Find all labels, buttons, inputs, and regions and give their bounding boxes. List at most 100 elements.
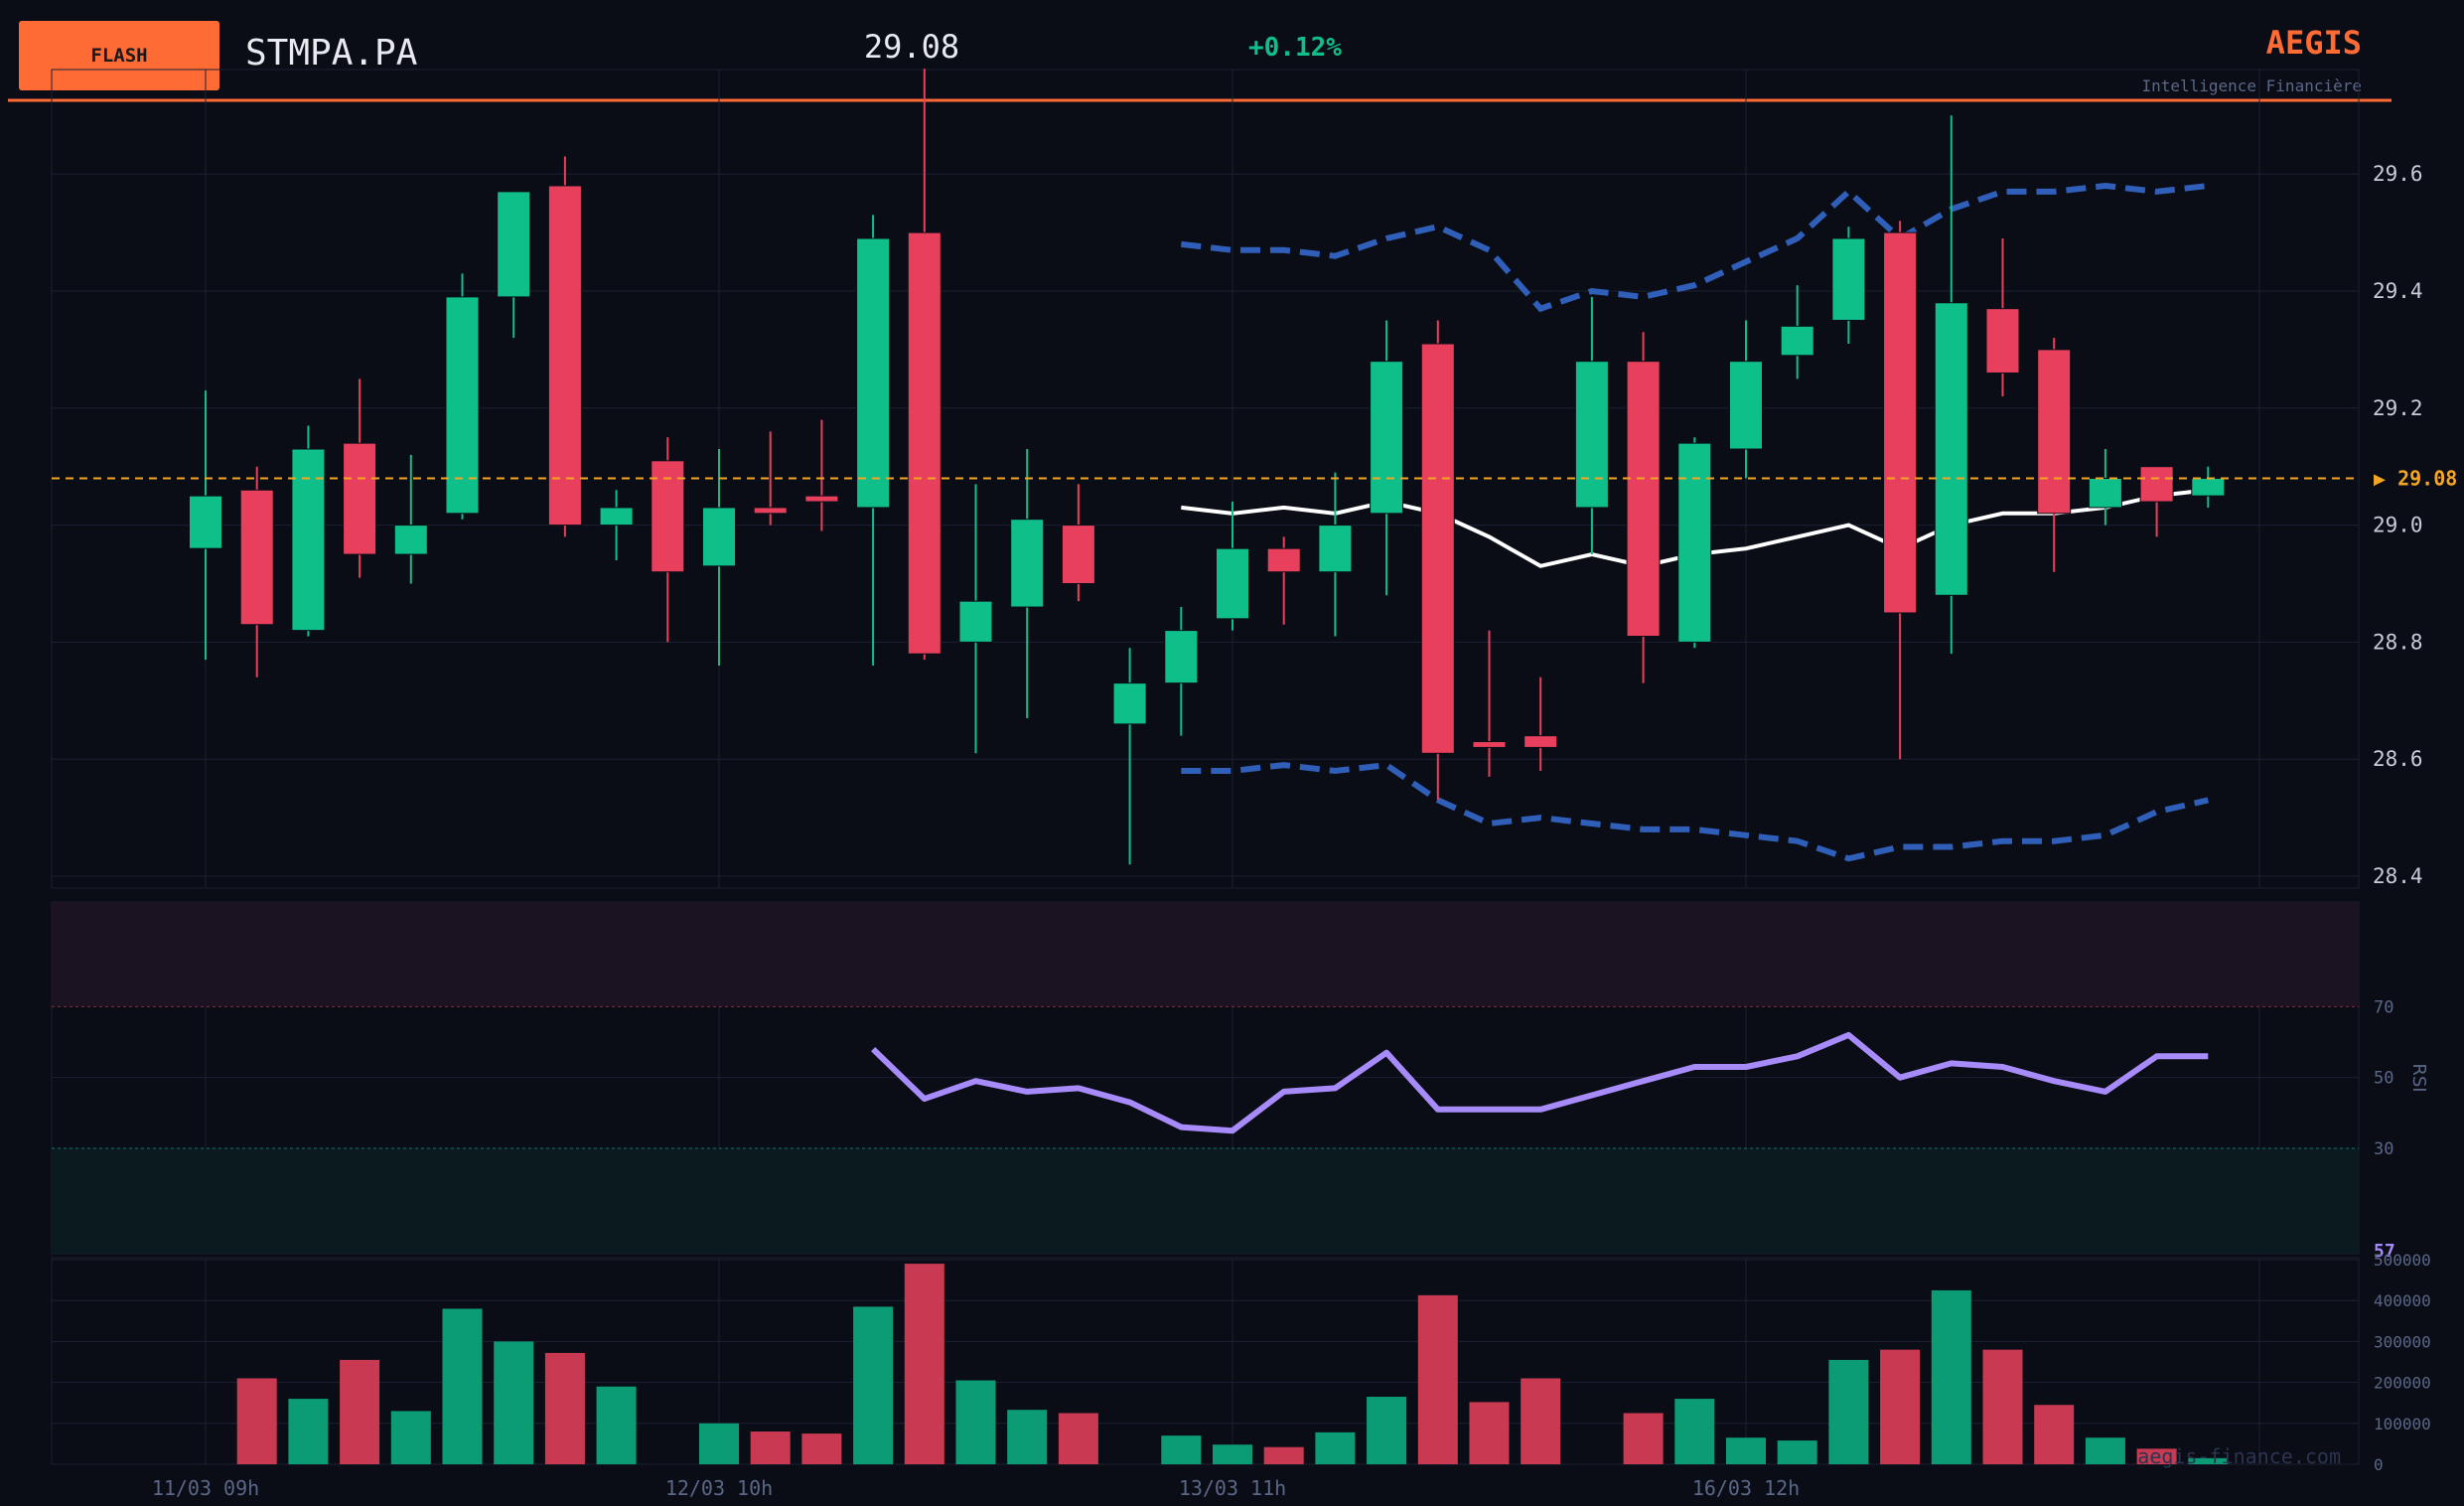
candle-body	[1523, 735, 1558, 748]
volume-bar	[442, 1308, 483, 1464]
volume-bar	[390, 1411, 431, 1464]
candle-body	[1061, 525, 1095, 584]
volume-axis-tick: 500000	[2374, 1251, 2431, 1270]
time-axis-tick: 11/03 09h	[152, 1476, 259, 1500]
candle-body	[1420, 343, 1455, 754]
candle-body	[2088, 477, 2122, 509]
volume-axis-tick: 300000	[2374, 1332, 2431, 1351]
price-axis-tick: 28.6	[2373, 747, 2423, 771]
volume-bar	[1161, 1435, 1202, 1464]
rsi-last-value: 57	[2374, 1241, 2395, 1262]
volume-bar	[1982, 1349, 2023, 1464]
candle-body	[189, 495, 222, 549]
volume-bar	[288, 1399, 329, 1464]
volume-bar	[1623, 1413, 1664, 1464]
chart-header: FLASH STMPA.PA 29.08 +0.12% AEGIS Intell…	[8, 21, 2392, 102]
price-axis-tick: 29.6	[2373, 162, 2423, 186]
volume-bar	[750, 1431, 791, 1464]
brand-tagline: Intelligence Financière	[2141, 76, 2362, 95]
candle-body	[1729, 361, 1763, 450]
volume-bar	[596, 1386, 637, 1464]
volume-bar	[544, 1352, 585, 1464]
candle-body	[958, 600, 993, 643]
volume-axis-tick: 200000	[2374, 1374, 2431, 1393]
volume-bar	[1367, 1397, 1407, 1464]
candle-body	[1010, 519, 1045, 608]
candle-body	[907, 231, 942, 655]
time-axis-tick: 12/03 10h	[665, 1476, 773, 1500]
candle-body	[497, 191, 531, 298]
volume-bar	[2085, 1437, 2125, 1464]
price-axis-tick: 29.0	[2373, 514, 2423, 537]
candle-body	[291, 448, 326, 632]
volume-bar	[699, 1423, 739, 1464]
volume-bar	[1521, 1378, 1561, 1464]
rsi-axis-label: RSI	[2408, 1063, 2429, 1092]
volume-bar	[1213, 1444, 1252, 1464]
ticker-symbol: STMPA.PA	[245, 33, 418, 74]
candle-body	[1626, 361, 1661, 638]
volume-bar	[1828, 1359, 1869, 1464]
candle-body	[1266, 547, 1301, 573]
price-axis-tick: 29.4	[2373, 279, 2423, 303]
candle-body	[1934, 302, 1968, 596]
volume-bar	[1469, 1402, 1510, 1464]
volume-bar	[2188, 1457, 2229, 1464]
price-axis-tick: 28.4	[2373, 864, 2423, 888]
volume-bar	[904, 1264, 944, 1464]
candle-body	[343, 442, 377, 555]
price-axis-tick: 29.2	[2373, 396, 2423, 420]
rsi-line	[871, 1031, 2209, 1134]
candle-body	[1164, 630, 1199, 684]
bollinger-lower-line	[1181, 761, 2209, 862]
candle-body	[1370, 361, 1404, 515]
candle-body	[856, 237, 891, 509]
candle-body	[1883, 231, 1918, 614]
volume-bar	[1058, 1413, 1098, 1464]
volume-series	[236, 1264, 2229, 1464]
candlestick-series	[189, 69, 2226, 865]
candle-body	[1985, 308, 2020, 374]
volume-bar	[340, 1359, 380, 1464]
candle-body	[1574, 361, 1609, 509]
candle-body	[2139, 466, 2174, 503]
candle-body	[2191, 477, 2226, 497]
overbought-zone	[52, 902, 2359, 1007]
candle-body	[1677, 442, 1712, 643]
bollinger-bands	[1180, 182, 2209, 862]
price-axis-tick: 28.8	[2373, 630, 2423, 654]
brand-logo: AEGIS	[2266, 24, 2362, 62]
volume-bar	[1726, 1437, 1766, 1464]
candle-body	[702, 507, 736, 567]
candle-body	[1780, 325, 1814, 357]
volume-bar	[2034, 1405, 2075, 1464]
candle-body	[1216, 547, 1249, 620]
candle-body	[547, 185, 582, 527]
oversold-zone	[52, 1148, 2359, 1254]
rsi-series	[871, 1031, 2209, 1134]
volume-axis-tick: 100000	[2374, 1415, 2431, 1433]
volume-bar	[494, 1341, 534, 1464]
volume-bar	[1417, 1294, 1458, 1464]
volume-bar	[1931, 1289, 1971, 1464]
candle-body	[804, 495, 839, 503]
flash-badge	[19, 21, 219, 90]
rsi-axis-tick: 30	[2374, 1139, 2393, 1159]
candle-body	[753, 507, 788, 515]
candle-body	[1831, 237, 1866, 321]
volume-bar	[955, 1380, 996, 1464]
volume-bar	[1007, 1410, 1048, 1464]
candle-body	[239, 489, 274, 626]
last-price-label: ▶ 29.08	[2374, 466, 2457, 490]
time-axis-tick: 16/03 12h	[1692, 1476, 1800, 1500]
candle-body	[1472, 741, 1507, 748]
volume-bar	[1315, 1431, 1356, 1464]
watermark: aegis-finance.com	[2137, 1444, 2341, 1468]
bollinger-upper-line	[1180, 182, 2209, 313]
rsi-axis-tick: 50	[2374, 1069, 2393, 1089]
volume-bar	[2136, 1448, 2177, 1464]
volume-bar	[801, 1433, 842, 1464]
candle-body	[1112, 682, 1147, 725]
candle-body	[599, 507, 634, 527]
